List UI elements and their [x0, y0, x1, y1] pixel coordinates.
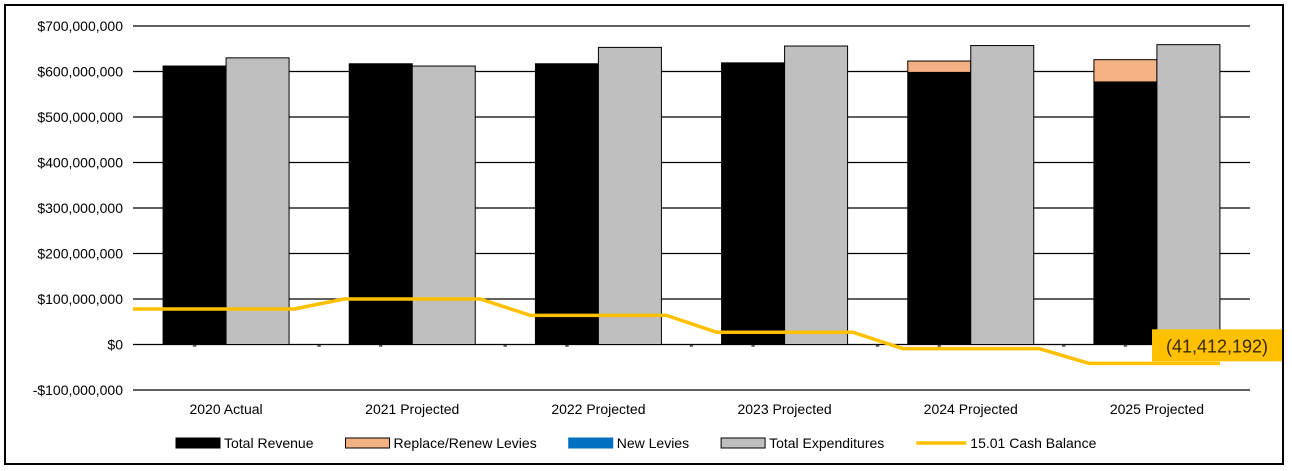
bar-total-expenditures — [597, 46, 662, 345]
zero-value-marker: - — [689, 337, 694, 353]
bar-replace-renew-levies — [1093, 59, 1158, 83]
bar-total-revenue — [534, 63, 599, 345]
zero-value-marker: - — [378, 337, 383, 353]
zero-value-marker: - — [565, 337, 570, 353]
legend-label: Total Revenue — [224, 435, 314, 451]
y-tick-label: $100,000,000 — [37, 291, 123, 307]
callout-label: (41,412,192) — [1166, 336, 1268, 356]
y-tick-label: $600,000,000 — [37, 64, 123, 80]
x-category-label: 2021 Projected — [365, 401, 459, 417]
legend-label: New Levies — [617, 435, 689, 451]
x-axis: 2020 Actual 2021 Projected 2022 Projected 2… — [189, 401, 1204, 417]
bar-replace-renew-levies — [907, 60, 972, 73]
bar-total-expenditures — [1156, 44, 1221, 345]
y-tick-label: $300,000,000 — [37, 200, 123, 216]
bar-total-revenue — [1093, 81, 1158, 345]
bar-total-revenue — [348, 63, 413, 345]
zero-value-marker: - — [1061, 337, 1066, 353]
bar-total-expenditures — [225, 57, 290, 345]
zero-value-marker: - — [192, 337, 197, 353]
callout-box — [1152, 329, 1282, 362]
bar-total-revenue — [907, 71, 972, 345]
bar-total-revenue — [721, 62, 786, 345]
y-tick-label: $0 — [107, 337, 123, 353]
y-tick-label: $700,000,000 — [37, 18, 123, 34]
y-axis: $700,000,000 $600,000,000 $500,000,000 $400… — [33, 18, 124, 398]
x-category-label: 2024 Projected — [924, 401, 1018, 417]
gridlines — [133, 25, 1250, 391]
zero-value-marker: - — [1123, 337, 1128, 353]
x-category-label: 2023 Projected — [737, 401, 831, 417]
legend: Total Revenue Replace/Renew Levies New Lev… — [175, 435, 1097, 451]
legend-swatch — [175, 437, 221, 449]
bars: ------------ — [162, 44, 1253, 353]
legend-swatch — [345, 437, 391, 449]
legend-swatch — [720, 437, 766, 449]
y-tick-label: -$100,000,000 — [33, 382, 124, 398]
legend-label: Replace/Renew Levies — [394, 435, 537, 451]
y-tick-label: $500,000,000 — [37, 109, 123, 125]
bar-total-revenue — [162, 65, 227, 345]
y-tick-label: $200,000,000 — [37, 246, 123, 262]
zero-value-marker: - — [751, 337, 756, 353]
bar-total-expenditures — [970, 45, 1035, 345]
zero-value-marker: - — [317, 337, 322, 353]
bar-total-expenditures — [411, 65, 476, 345]
y-tick-label: $400,000,000 — [37, 155, 123, 171]
cash-balance-line-group — [133, 297, 1220, 366]
x-category-label: 2025 Projected — [1110, 401, 1204, 417]
zero-value-marker: - — [503, 337, 508, 353]
zero-value-marker: - — [937, 337, 942, 353]
cash-balance-line — [133, 297, 1220, 366]
legend-swatch — [568, 437, 614, 449]
cash-balance-callout: (41,412,192) — [1152, 329, 1282, 362]
x-category-label: 2022 Projected — [551, 401, 645, 417]
legend-label: Total Expenditures — [769, 435, 884, 451]
bar-total-expenditures — [784, 45, 849, 346]
zero-value-marker: - — [875, 337, 880, 353]
x-category-label: 2020 Actual — [189, 401, 262, 417]
legend-label: 15.01 Cash Balance — [970, 435, 1096, 451]
